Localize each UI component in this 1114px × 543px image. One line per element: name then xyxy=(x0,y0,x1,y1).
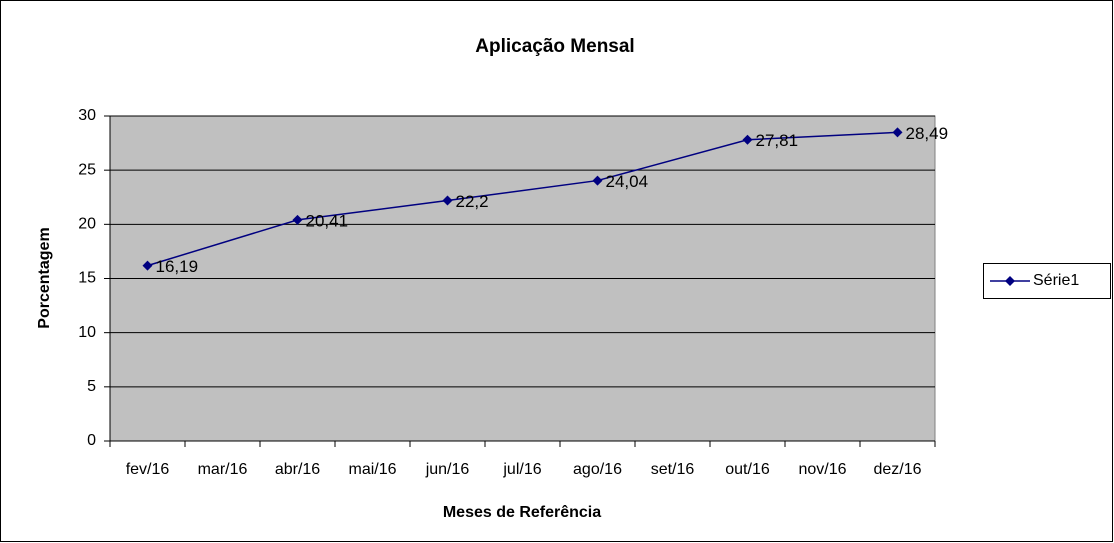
x-tick-label: dez/16 xyxy=(873,461,921,478)
marker xyxy=(292,214,303,225)
data-label: 16,19 xyxy=(156,257,199,276)
legend-marker xyxy=(1005,276,1015,286)
y-tick-label: 30 xyxy=(78,107,96,124)
legend-label: Série1 xyxy=(1033,272,1079,289)
y-tick-label: 0 xyxy=(87,432,96,449)
data-label: 27,81 xyxy=(756,131,799,150)
x-tick-label: out/16 xyxy=(725,461,770,478)
marker xyxy=(142,260,153,271)
x-tick-label: fev/16 xyxy=(126,461,170,478)
data-label: 22,2 xyxy=(456,192,489,211)
x-tick-label: jul/16 xyxy=(502,461,541,478)
x-tick-label: mar/16 xyxy=(198,461,248,478)
marker xyxy=(442,195,453,206)
series-line xyxy=(147,131,898,267)
x-tick-label: jun/16 xyxy=(425,461,470,478)
marker xyxy=(592,175,603,186)
data-label: 24,04 xyxy=(606,172,649,191)
y-tick-label: 10 xyxy=(78,324,96,341)
y-tick-label: 20 xyxy=(78,216,96,233)
x-tick-label: mai/16 xyxy=(348,461,396,478)
y-tick-label: 25 xyxy=(78,161,96,178)
data-label: 20,41 xyxy=(306,211,349,230)
y-axis-label: Porcentagem xyxy=(36,227,53,328)
x-tick-label: abr/16 xyxy=(275,461,320,478)
y-tick-label: 15 xyxy=(78,270,96,287)
x-axis-label: Meses de Referência xyxy=(443,504,601,521)
x-tick-label: nov/16 xyxy=(798,461,846,478)
x-tick-label: ago/16 xyxy=(573,461,622,478)
y-tick-label: 5 xyxy=(87,378,96,395)
marker xyxy=(742,134,753,145)
chart-title: Aplicação Mensal xyxy=(475,36,634,57)
marker xyxy=(892,127,903,138)
data-label: 28,49 xyxy=(906,124,949,143)
x-tick-label: set/16 xyxy=(651,461,695,478)
